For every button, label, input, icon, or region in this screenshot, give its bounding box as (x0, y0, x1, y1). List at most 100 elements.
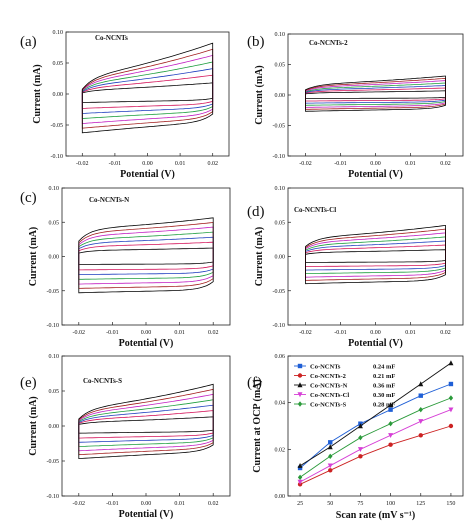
x-tick-label: -0.02 (76, 161, 89, 167)
y-tick-label: 0.06 (275, 354, 286, 360)
cv-loop-0 (78, 247, 214, 265)
cv-panel-1: -0.02 -0.01 0.00 0.01 0.02 0.10 0.05 0.00 -0.05 -… (247, 32, 464, 180)
y-tick-label: 0.02 (275, 447, 286, 453)
series-line (299, 383, 452, 469)
x-tick-label: 0.01 (174, 330, 185, 336)
x-tick-label: 0.00 (370, 161, 381, 167)
x-tick-label: -0.02 (299, 330, 312, 336)
y-tick-label: 0.05 (49, 220, 60, 226)
cv-panel-4: -0.02 -0.01 0.00 0.01 0.02 0.10 0.05 0.00 -0.05 -… (20, 354, 231, 520)
panel-label: (b) (247, 34, 265, 50)
cv-loop-4 (305, 232, 446, 278)
series-line (299, 362, 452, 467)
x-tick-label: -0.02 (299, 161, 312, 167)
y-tick-label: -0.10 (273, 154, 286, 160)
data-point (297, 373, 303, 378)
data-point (297, 363, 303, 369)
cv-loop-0 (305, 249, 446, 263)
y-axis-label: Current (mA) (32, 64, 43, 124)
data-point (448, 381, 454, 387)
y-tick-label: 0.10 (53, 30, 64, 36)
data-point (328, 453, 333, 460)
cv-loop-0 (305, 90, 446, 99)
panel-label: (e) (20, 375, 37, 391)
panel-label: (f) (247, 375, 262, 391)
y-tick-label: 0.05 (53, 61, 64, 67)
y-tick-label: 0.10 (275, 32, 286, 38)
x-tick-label: -0.02 (73, 501, 86, 507)
data-point (448, 407, 454, 413)
data-point (388, 420, 393, 427)
x-tick-label: 0.00 (141, 501, 152, 507)
cv-loop-3 (78, 399, 214, 447)
series-3 (297, 407, 454, 485)
y-tick-label: -0.10 (47, 323, 60, 329)
cv-loop-5 (81, 48, 214, 129)
panel-title: Co-NCNTs-N (89, 196, 129, 204)
y-tick-label: 0.05 (49, 389, 60, 395)
x-tick-label: 0.01 (175, 161, 186, 167)
legend-name: Co-NCNTs-Cl (310, 392, 349, 399)
x-tick-label: 0.02 (208, 501, 219, 507)
x-axis-label: Scan rate (mV s⁻¹) (336, 510, 415, 521)
y-tick-label: -0.05 (51, 123, 64, 129)
y-tick-label: -0.10 (51, 154, 64, 160)
series-line (299, 409, 452, 483)
data-point (297, 474, 303, 481)
series-4 (297, 395, 454, 481)
scan-rate-chart: 25 50 75 100 125 150 0.06 0.04 0.02 0.00 Co-NCNTs 0… (247, 354, 464, 521)
cv-loop-4 (78, 226, 214, 285)
x-tick-label: 0.02 (207, 161, 218, 167)
x-tick-label: 0.01 (405, 330, 416, 336)
y-tick-label: 0.00 (275, 255, 286, 261)
data-point (388, 433, 394, 439)
x-tick-label: 50 (327, 501, 333, 507)
series-line (299, 425, 452, 485)
plot-frame (65, 31, 230, 157)
x-axis-label: Potential (V) (120, 169, 175, 180)
series-line (299, 397, 452, 478)
data-point (448, 360, 454, 366)
data-point (418, 393, 423, 398)
x-tick-label: 0.00 (370, 330, 381, 336)
x-axis-label: Potential (V) (348, 169, 403, 180)
x-tick-label: 0.00 (141, 330, 152, 336)
data-point (297, 382, 303, 388)
y-axis-label: Current (mA) (28, 227, 39, 287)
data-point (418, 419, 424, 425)
y-tick-label: -0.05 (47, 459, 60, 465)
data-point (297, 462, 303, 468)
x-tick-label: 0.01 (405, 161, 416, 167)
y-tick-label: -0.10 (273, 323, 286, 329)
y-tick-label: 0.10 (275, 186, 286, 192)
plot-frame (287, 33, 464, 157)
legend-capacitance: 0.24 mF (373, 363, 395, 370)
cv-loop-1 (305, 244, 446, 268)
y-axis-label: Current (mA) (28, 396, 39, 456)
panel-label: (c) (20, 190, 37, 206)
y-tick-label: -0.05 (273, 124, 286, 130)
data-point (297, 465, 303, 471)
panel-title: Co-NCNTs (95, 34, 128, 42)
series-2 (297, 360, 454, 468)
x-tick-label: -0.01 (334, 161, 347, 167)
legend-entry-4: Co-NCNTs-S 0.28 mF (294, 401, 395, 408)
data-point (418, 406, 423, 413)
x-tick-label: 0.00 (142, 161, 153, 167)
x-tick-label: -0.01 (109, 161, 122, 167)
legend-entry-3: Co-NCNTs-Cl 0.30 mF (294, 392, 395, 399)
x-tick-label: 125 (416, 501, 425, 507)
x-tick-label: 0.02 (440, 161, 451, 167)
x-axis-label: Potential (V) (119, 509, 174, 520)
cv-loop-6 (78, 383, 214, 460)
x-tick-label: -0.01 (106, 501, 119, 507)
x-axis-label: Potential (V) (348, 338, 403, 349)
y-tick-label: 0.04 (275, 401, 286, 407)
data-point (448, 395, 454, 401)
panel-title: Co-NCNTs-2 (309, 39, 348, 47)
x-axis-label: Potential (V) (119, 338, 174, 349)
data-point (388, 402, 394, 408)
y-axis-label: Current (mA) (254, 227, 265, 287)
data-point (448, 423, 454, 429)
cv-panel-2: -0.02 -0.01 0.00 0.01 0.02 0.10 0.05 0.00 -0.05 -… (20, 186, 231, 349)
